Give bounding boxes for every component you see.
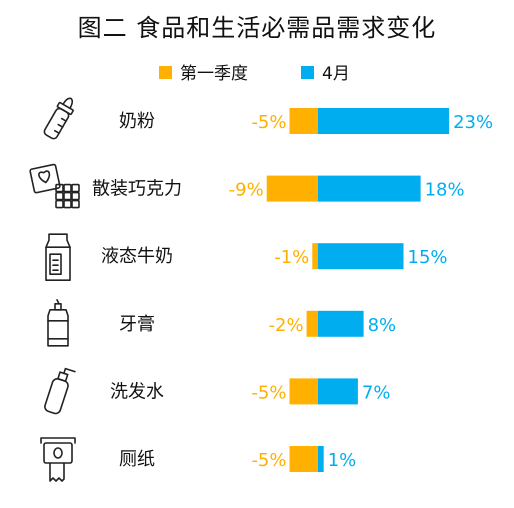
bar-q1 xyxy=(266,175,318,202)
chart-row: 厕纸 -5% 1% xyxy=(40,437,357,482)
bar-q1 xyxy=(289,108,318,134)
data-label-april: 1% xyxy=(328,450,357,471)
data-label-april: 7% xyxy=(362,382,391,403)
chart-title: 图二 食品和生活必需品需求变化 xyxy=(78,14,437,42)
bar-q1 xyxy=(289,446,318,472)
milk-carton-icon xyxy=(45,233,71,282)
category-label: 液态牛奶 xyxy=(101,246,173,267)
chart-row: 洗发水 -5% 7% xyxy=(44,367,391,415)
legend-label-q1: 第一季度 xyxy=(180,64,248,84)
data-label-april: 8% xyxy=(368,315,397,336)
bar-april xyxy=(318,378,358,405)
baby-bottle-icon xyxy=(43,97,74,140)
data-label-april: 15% xyxy=(408,247,448,268)
category-label: 洗发水 xyxy=(110,381,164,402)
legend-label-april: 4月 xyxy=(322,64,350,84)
bar-april xyxy=(318,446,324,472)
category-label: 散装巧克力 xyxy=(92,179,182,200)
chart-row: 牙膏 -2% 8% xyxy=(47,298,397,347)
data-label-q1: -9% xyxy=(229,180,264,201)
data-label-q1: -2% xyxy=(269,315,304,336)
bar-q1 xyxy=(312,243,318,270)
bar-q1 xyxy=(306,310,318,337)
data-label-april: 23% xyxy=(453,112,493,133)
chart-row: 奶粉 -5% 23% xyxy=(43,97,493,140)
legend-swatch-april xyxy=(301,66,314,79)
data-label-q1: -5% xyxy=(251,450,286,471)
shampoo-bottle-icon xyxy=(44,367,76,415)
data-label-q1: -1% xyxy=(274,247,309,268)
data-label-q1: -5% xyxy=(251,112,286,133)
category-label: 牙膏 xyxy=(119,313,155,335)
legend-swatch-q1 xyxy=(159,66,172,79)
toilet-paper-icon xyxy=(40,437,76,482)
bar-april xyxy=(318,243,404,270)
data-label-q1: -5% xyxy=(251,382,286,403)
chart-row: 散装巧克力 -9% 18% xyxy=(29,163,465,209)
bar-q1 xyxy=(289,378,318,405)
bar-april xyxy=(318,310,364,337)
data-label-april: 18% xyxy=(425,180,465,201)
chart-row: 液态牛奶 -1% 15% xyxy=(45,233,448,282)
bar-april xyxy=(318,175,421,202)
category-label: 奶粉 xyxy=(119,111,155,132)
legend: 第一季度 4月 xyxy=(159,64,350,84)
toothpaste-icon xyxy=(47,298,69,347)
category-label: 厕纸 xyxy=(119,449,155,470)
chart-rows: 奶粉 -5% 23% 散装巧克力 -9% 18% 液态牛奶 -1% 15% 牙膏 -2% 8% 洗发水 -… xyxy=(29,97,493,482)
chocolate-icon xyxy=(29,163,80,209)
bar-april xyxy=(318,108,450,134)
